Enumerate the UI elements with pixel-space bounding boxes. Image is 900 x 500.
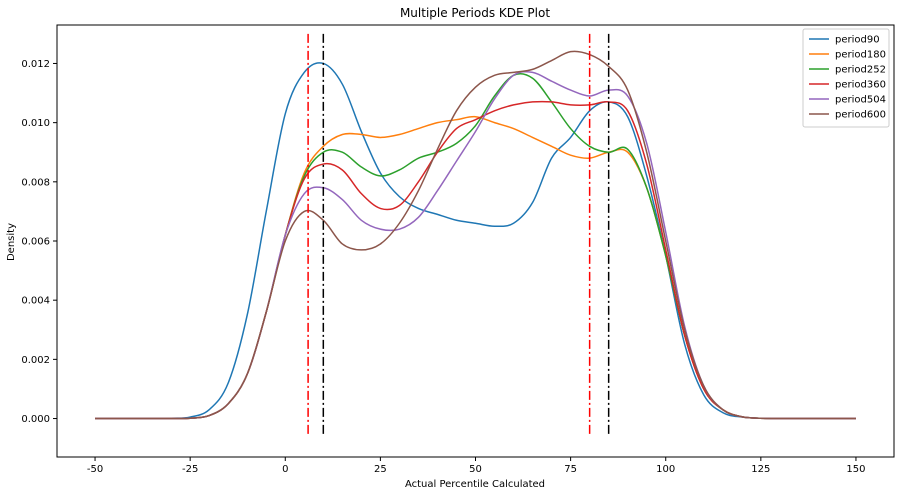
legend: period90 period180 period252 period360 perio… bbox=[802, 28, 890, 128]
chart-title: Multiple Periods KDE Plot bbox=[400, 6, 550, 20]
x-tick-label: -25 bbox=[182, 464, 198, 475]
plot-frame bbox=[56, 24, 895, 458]
legend-entry: period504 bbox=[835, 95, 886, 106]
y-tick-label: 0.002 bbox=[21, 355, 50, 366]
x-tick-label: 150 bbox=[846, 464, 865, 475]
x-tick-label: 100 bbox=[656, 464, 675, 475]
series-line-period360 bbox=[95, 100, 856, 420]
x-axis-label: Actual Percentile Calculated bbox=[405, 479, 545, 490]
series-line-period90 bbox=[95, 62, 856, 420]
legend-entry: period90 bbox=[835, 35, 880, 46]
y-tick-label: 0.006 bbox=[21, 237, 50, 248]
series-line-period504 bbox=[95, 70, 856, 420]
legend-entry: period180 bbox=[835, 50, 886, 61]
series-line-period600 bbox=[95, 50, 856, 420]
legend-entry: period360 bbox=[835, 80, 886, 91]
x-tick-label: 25 bbox=[374, 464, 387, 475]
x-tick-label: 0 bbox=[282, 464, 288, 475]
legend-entry: period252 bbox=[835, 65, 886, 76]
x-tick-label: -50 bbox=[87, 464, 103, 475]
series-line-period180 bbox=[95, 115, 856, 420]
x-tick-label: 75 bbox=[564, 464, 577, 475]
x-tick-label: 125 bbox=[751, 464, 770, 475]
y-axis-label: Density bbox=[6, 223, 17, 261]
y-tick-label: 0.004 bbox=[21, 296, 50, 307]
legend-entry: period600 bbox=[835, 110, 886, 121]
y-tick-label: 0.000 bbox=[21, 414, 50, 425]
x-tick-label: 50 bbox=[469, 464, 482, 475]
plot-layer bbox=[95, 33, 856, 437]
y-tick-label: 0.010 bbox=[21, 118, 50, 129]
series-line-period252 bbox=[95, 73, 856, 420]
y-tick-label: 0.012 bbox=[21, 59, 50, 70]
y-tick-label: 0.008 bbox=[21, 177, 50, 188]
